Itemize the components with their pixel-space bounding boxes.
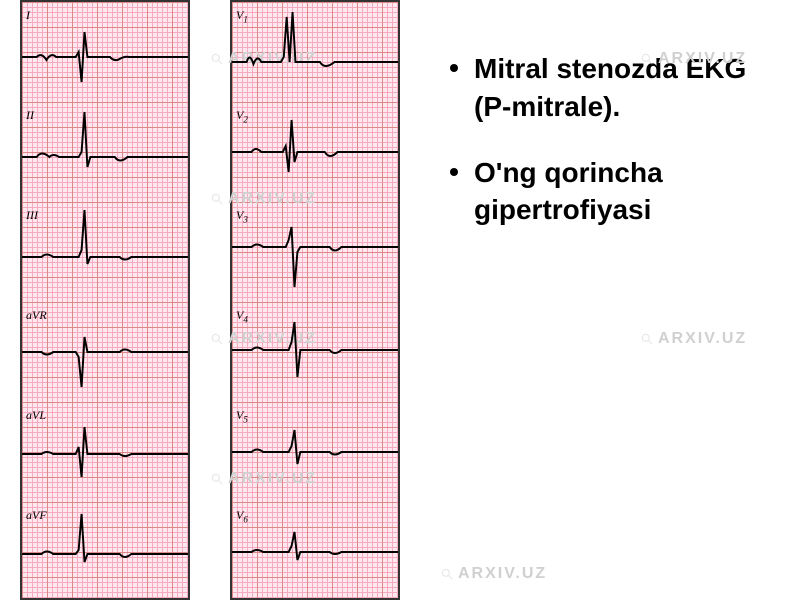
ecg-strip-chest-leads: V1 V2 V3 V4 V5 V6	[230, 0, 400, 600]
watermark: ARXIV.UZ	[640, 330, 747, 348]
lead-label: aVL	[26, 408, 46, 423]
bullet-item: O'ng qorincha gipertrofiyasi	[450, 154, 770, 230]
magnifier-icon	[640, 332, 654, 346]
lead-label: II	[26, 108, 34, 123]
slide-text-content: Mitral stenozda EKG (P-mitrale). O'ng qo…	[420, 0, 800, 600]
ecg-waveform	[22, 2, 188, 102]
lead-label: V4	[236, 308, 248, 324]
ecg-waveform	[232, 502, 398, 600]
magnifier-icon	[440, 567, 454, 581]
lead-label: aVF	[26, 508, 47, 523]
ecg-waveform	[22, 402, 188, 502]
ecg-waveform	[232, 102, 398, 202]
lead-label: V1	[236, 8, 248, 24]
ecg-figure: IIIIIIaVRaVLaVF V1V2V3V4V5V6	[0, 0, 420, 600]
lead-label: III	[26, 208, 38, 223]
ecg-waveform	[232, 2, 398, 102]
watermark: ARXIV.UZ	[640, 50, 747, 68]
bullet-text: O'ng qorincha gipertrofiyasi	[474, 154, 770, 230]
lead-row-v4: V4	[232, 302, 398, 402]
lead-row-v1: V1	[232, 2, 398, 102]
lead-label: V2	[236, 108, 248, 124]
lead-row-ii: II	[22, 102, 188, 202]
bullet-dot-icon	[450, 168, 458, 176]
lead-label: V3	[236, 208, 248, 224]
magnifier-icon	[210, 192, 224, 206]
magnifier-icon	[210, 52, 224, 66]
ecg-strip-limb-leads: IIIIIIaVRaVLaVF	[20, 0, 190, 600]
magnifier-icon	[640, 52, 654, 66]
lead-row-v6: V6	[232, 502, 398, 600]
watermark: ARXIV.UZ	[440, 565, 547, 583]
lead-row-avl: aVL	[22, 402, 188, 502]
magnifier-icon	[210, 332, 224, 346]
ecg-waveform	[232, 302, 398, 402]
ecg-waveform	[232, 402, 398, 502]
lead-row-i: I	[22, 2, 188, 102]
bullet-dot-icon	[450, 64, 458, 72]
lead-row-iii: III	[22, 202, 188, 302]
ecg-waveform	[22, 102, 188, 202]
lead-label: aVR	[26, 308, 47, 323]
lead-row-v3: V3	[232, 202, 398, 302]
lead-row-avr: aVR	[22, 302, 188, 402]
lead-label: V6	[236, 508, 248, 524]
magnifier-icon	[210, 472, 224, 486]
ecg-waveform	[22, 202, 188, 302]
ecg-waveform	[232, 202, 398, 302]
lead-row-v2: V2	[232, 102, 398, 202]
lead-label: I	[26, 8, 30, 23]
lead-row-avf: aVF	[22, 502, 188, 600]
lead-row-v5: V5	[232, 402, 398, 502]
lead-label: V5	[236, 408, 248, 424]
